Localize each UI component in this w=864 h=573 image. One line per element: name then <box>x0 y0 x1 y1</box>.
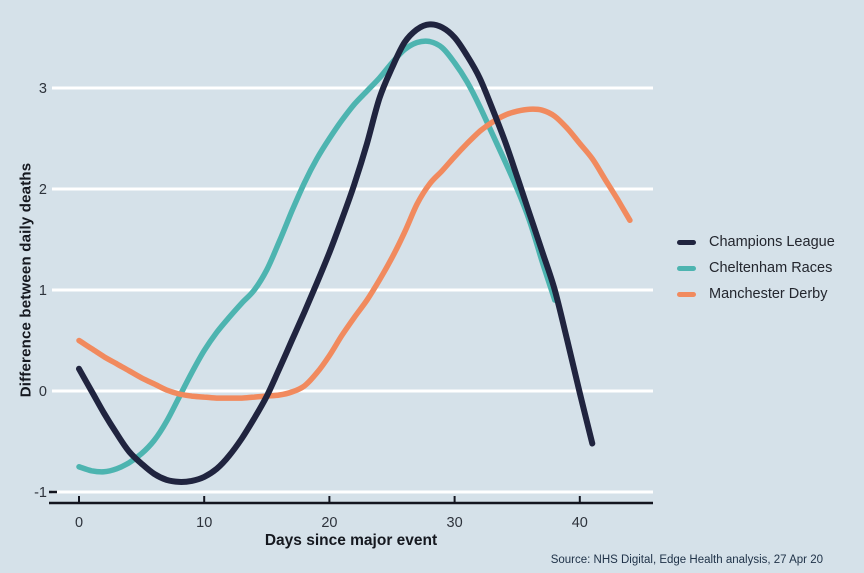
source-note: Source: NHS Digital, Edge Health analysi… <box>550 554 823 566</box>
legend-item-champions-league: Champions League <box>677 229 835 255</box>
legend-item-manchester-derby: Manchester Derby <box>677 281 835 307</box>
y-tick-label--1: -1 <box>34 485 47 501</box>
x-axis-title: Days since major event <box>264 532 438 549</box>
legend-item-cheltenham-races: Cheltenham Races <box>677 255 835 281</box>
legend-swatch-icon <box>677 291 696 297</box>
legend-label: Manchester Derby <box>709 286 828 302</box>
y-tick-label-3: 3 <box>39 81 47 97</box>
legend-swatch-icon <box>677 265 696 271</box>
x-tick-label-10: 10 <box>196 515 212 531</box>
series-line-champions-league <box>76 21 596 485</box>
y-tick-label-0: 0 <box>39 384 47 400</box>
x-tick-label-40: 40 <box>572 515 588 531</box>
legend-swatch-icon <box>677 239 696 245</box>
legend: Champions League Cheltenham Races Manchest… <box>677 229 835 307</box>
series-line-manchester-derby <box>76 106 633 401</box>
y-tick-label-1: 1 <box>39 283 47 299</box>
legend-label: Champions League <box>709 234 835 250</box>
legend-label: Cheltenham Races <box>709 260 833 276</box>
y-tick-label-2: 2 <box>39 182 47 198</box>
x-tick-label-30: 30 <box>447 515 463 531</box>
x-tick-label-0: 0 <box>75 515 83 531</box>
x-tick-label-20: 20 <box>321 515 337 531</box>
series-line-cheltenham-races <box>76 38 558 475</box>
y-axis-title: Difference between daily deaths <box>17 162 35 398</box>
